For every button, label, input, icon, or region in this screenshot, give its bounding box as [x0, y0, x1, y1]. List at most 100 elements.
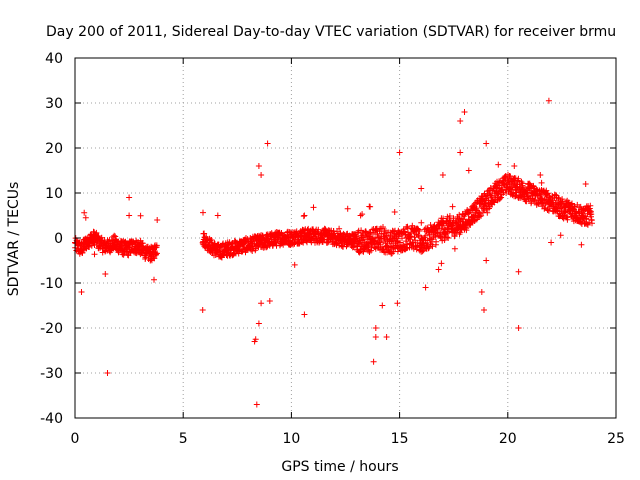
data-point [394, 248, 401, 255]
data-point [496, 195, 503, 202]
data-point [209, 250, 216, 257]
data-point-outlier [418, 185, 425, 192]
data-point-outlier [435, 266, 442, 273]
data-point [463, 227, 470, 234]
data-point [300, 213, 307, 220]
data-point-outlier [301, 212, 308, 219]
data-point-outlier [545, 97, 552, 104]
data-point [491, 199, 498, 206]
data-point [555, 194, 562, 201]
data-point [267, 232, 274, 239]
data-point [401, 228, 408, 235]
data-point [391, 209, 398, 215]
data-point-outlier [214, 212, 221, 219]
data-point [589, 220, 595, 227]
x-tick-label: 20 [499, 431, 517, 447]
x-tick-label: 5 [179, 431, 188, 447]
data-point [153, 242, 160, 249]
data-point-outlier [457, 149, 464, 156]
data-point-outlier [511, 163, 518, 169]
y-tick-label: -10 [40, 276, 63, 292]
data-point [353, 233, 360, 240]
data-point-outlier [199, 307, 206, 313]
data-point-outlier [370, 358, 377, 365]
data-point [545, 207, 552, 214]
data-point-outlier [253, 401, 260, 408]
data-point [445, 235, 452, 241]
data-point-outlier [126, 194, 133, 201]
data-point-outlier [379, 302, 386, 309]
data-point [380, 224, 386, 230]
data-point-outlier [383, 334, 390, 340]
data-point [365, 243, 372, 250]
data-point [546, 193, 553, 200]
data-point-outlier [515, 268, 522, 275]
data-point [468, 219, 475, 226]
chart-title: Day 200 of 2011, Sidereal Day-to-day VTE… [46, 24, 616, 40]
data-point [81, 209, 88, 216]
x-axis-ticks: 0 5 10 15 20 25 [71, 58, 625, 447]
data-point [416, 228, 423, 234]
data-point-outlier [394, 300, 401, 307]
data-point-outlier [478, 289, 485, 295]
data-point [336, 225, 343, 232]
y-tick-label: 30 [45, 96, 63, 112]
data-point [380, 239, 386, 245]
y-tick-label: -20 [40, 321, 63, 337]
data-point [151, 276, 157, 283]
data-point [545, 190, 551, 197]
data-point-outlier [154, 217, 161, 223]
data-point-outlier [372, 325, 379, 331]
data-point-outlier [439, 172, 446, 178]
data-point-outlier [461, 109, 468, 115]
data-point-outlier [396, 149, 403, 156]
data-point-outlier [258, 300, 265, 307]
x-axis-label: GPS time / hours [281, 459, 398, 475]
data-point [433, 238, 440, 245]
data-point-outlier [515, 325, 522, 331]
data-point [495, 161, 502, 168]
data-point-outlier [264, 140, 271, 147]
data-point-outlier [258, 172, 265, 178]
data-point [528, 198, 535, 205]
data-point [263, 244, 270, 251]
data-point [415, 226, 422, 233]
data-point [248, 246, 254, 253]
data-point [438, 260, 445, 267]
data-point [498, 194, 505, 201]
data-point-outlier [252, 336, 259, 343]
data-point [111, 232, 118, 239]
data-point [438, 234, 445, 241]
y-axis-label: SDTVAR / TECUs [6, 182, 22, 297]
data-point-outlier [366, 203, 373, 210]
data-point [310, 204, 317, 211]
data-point [137, 212, 144, 219]
data-point [587, 202, 594, 209]
data-point-outlier [457, 118, 464, 124]
y-axis-ticks: -40 -30 -20 -10 0 10 20 30 40 [40, 51, 616, 427]
data-point-outlier [357, 212, 364, 219]
data-point-outlier [126, 212, 133, 219]
y-tick-label: 0 [54, 231, 63, 247]
data-point [429, 243, 436, 250]
data-point [519, 180, 526, 187]
data-point [418, 219, 425, 226]
y-tick-label: 40 [45, 51, 63, 67]
data-point-outlier [483, 140, 490, 147]
data-point-outlier [465, 167, 472, 174]
data-point-outlier [582, 181, 589, 187]
data-point-outlier [82, 214, 89, 221]
data-point [531, 197, 537, 204]
data-point [444, 234, 450, 241]
data-point-outlier [537, 172, 544, 178]
data-point [484, 209, 491, 216]
data-point-outlier [372, 334, 379, 340]
y-tick-label: -40 [40, 411, 63, 427]
data-point-outlier [481, 307, 487, 313]
data-point-outlier [104, 370, 111, 376]
data-point-outlier [255, 163, 262, 169]
x-tick-label: 0 [71, 431, 80, 447]
data-point [208, 237, 215, 243]
data-point [98, 239, 105, 246]
data-point-outlier [578, 241, 585, 248]
